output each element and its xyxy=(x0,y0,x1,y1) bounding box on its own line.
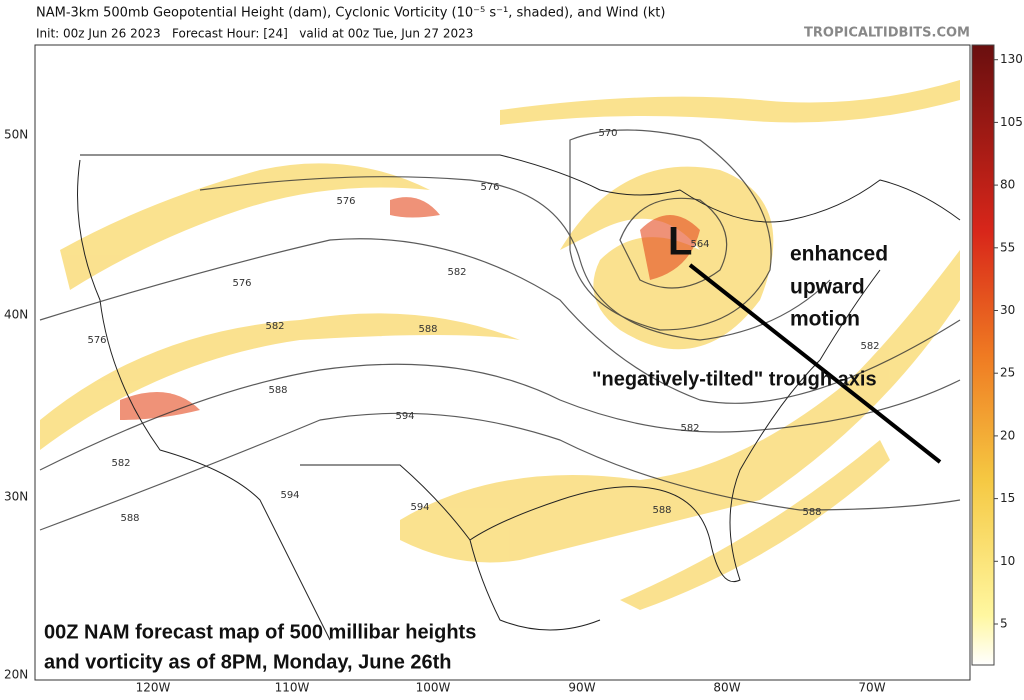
motion-note: upward xyxy=(790,276,865,299)
contour-label: 564 xyxy=(690,239,709,250)
low-symbol: L xyxy=(668,220,692,264)
contour-label: 588 xyxy=(802,507,821,518)
contour-label: 594 xyxy=(410,502,429,513)
longitude-label: 120W xyxy=(136,681,171,695)
latitude-labels: 50N 40N 30N 20N xyxy=(4,128,28,682)
contour-label: 594 xyxy=(280,490,299,501)
longitude-label: 90W xyxy=(568,681,595,695)
longitude-label: 80W xyxy=(713,681,740,695)
colorbar-tick-label: 80 xyxy=(1000,178,1015,192)
trough-note: "negatively-tilted" trough axis xyxy=(592,368,877,390)
latitude-label: 40N xyxy=(4,308,28,322)
contour-label: 582 xyxy=(111,458,130,469)
contour-label: 588 xyxy=(418,324,437,335)
colorbar-tick-label: 30 xyxy=(1000,303,1015,317)
colorbar-tick-label: 20 xyxy=(1000,428,1015,442)
contour-label: 582 xyxy=(447,267,466,278)
longitude-label: 70W xyxy=(858,681,885,695)
title: NAM-3km 500mb Geopotential Height (dam),… xyxy=(36,6,665,21)
colorbar-tick-label: 10 xyxy=(1000,554,1015,568)
colorbar-tick-label: 25 xyxy=(1000,366,1015,380)
colorbar-tick-label: 55 xyxy=(1000,240,1015,254)
colorbar-tick-label: 5 xyxy=(1000,617,1008,631)
latitude-label: 50N xyxy=(4,128,28,142)
motion-note: enhanced xyxy=(790,243,888,266)
caption: 00Z NAM forecast map of 500 millibar hei… xyxy=(44,621,476,643)
map-frame xyxy=(34,44,971,681)
colorbar xyxy=(971,44,995,666)
colorbar-tick-label: 105 xyxy=(1000,115,1023,129)
caption: and vorticity as of 8PM, Monday, June 26… xyxy=(44,651,452,673)
contour-label: 594 xyxy=(395,411,414,422)
longitude-label: 110W xyxy=(275,681,310,695)
contour-label: 582 xyxy=(265,321,284,332)
contour-label: 588 xyxy=(268,385,287,396)
colorbar-tick-label: 130 xyxy=(1000,52,1023,66)
subtitle: Init: 00z Jun 26 2023 Forecast Hour: [24… xyxy=(36,27,473,41)
contour-label: 576 xyxy=(232,278,251,289)
contour-label: 576 xyxy=(87,335,106,346)
source: TROPICALTIDBITS.COM xyxy=(804,26,970,41)
contour-label: 582 xyxy=(860,341,879,352)
contour-label: 582 xyxy=(680,423,699,434)
contour-label: 576 xyxy=(480,182,499,193)
longitude-labels: 120W 110W 100W 90W 80W 70W xyxy=(136,681,886,695)
trough-axis xyxy=(688,263,942,464)
contour-label: 588 xyxy=(120,513,139,524)
contour-label: 570 xyxy=(598,128,617,139)
colorbar-ticks: 5 10 15 20 25 30 55 80 105 130 xyxy=(994,52,1023,631)
motion-note: motion xyxy=(790,308,860,331)
contour-labels: 576 576 582 576 582 576 588 588 594 582 594 594 588 5… xyxy=(87,128,879,524)
contour-label: 576 xyxy=(336,196,355,207)
latitude-label: 20N xyxy=(4,668,28,682)
latitude-label: 30N xyxy=(4,490,28,504)
colorbar-tick-label: 15 xyxy=(1000,491,1015,505)
longitude-label: 100W xyxy=(416,681,451,695)
contour-label: 588 xyxy=(652,505,671,516)
